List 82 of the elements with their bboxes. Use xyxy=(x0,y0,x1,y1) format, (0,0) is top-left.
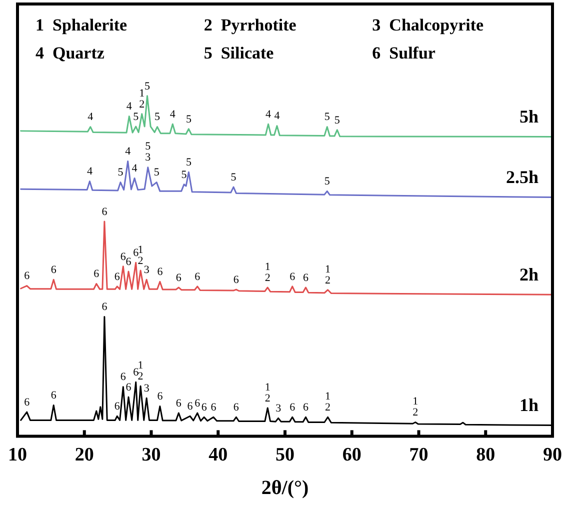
annotation: 6 xyxy=(126,381,132,394)
annotation: 4 xyxy=(132,162,138,175)
annotation: 1 2 xyxy=(138,360,144,383)
annotation: 3 xyxy=(144,382,150,394)
x-tick-label: 70 xyxy=(409,444,428,466)
x-tick-label: 90 xyxy=(543,444,562,466)
annotation: 5 xyxy=(324,111,330,124)
annotation: 6 xyxy=(50,264,57,276)
annotation: 1 2 xyxy=(325,390,331,414)
annotation: 6 xyxy=(120,250,126,263)
annotation: 4 xyxy=(266,108,272,121)
annotation: 4 xyxy=(86,166,93,178)
series-label: 2h xyxy=(519,264,538,284)
annotation: 6 xyxy=(114,400,120,413)
annotation: 6 xyxy=(194,270,201,283)
annotation: 1 2 xyxy=(264,260,270,284)
annotation: 1 2 xyxy=(412,396,418,419)
annotation: 4 xyxy=(126,100,132,113)
annotation: 3 xyxy=(276,402,282,415)
x-axis-title: 2θ/(°) xyxy=(261,477,309,500)
annotation: 6 xyxy=(102,301,108,314)
annotation: 6 xyxy=(194,397,201,410)
annotation: 1 2 xyxy=(138,244,144,267)
annotation: 6 xyxy=(302,272,309,284)
x-tick-label: 80 xyxy=(476,444,496,466)
annotation: 6 xyxy=(94,268,100,280)
series-label: 2.5h xyxy=(506,166,538,187)
annotation: 5 xyxy=(118,166,124,179)
annotation: 6 xyxy=(157,390,164,403)
annotation: 6 xyxy=(157,266,164,278)
x-tick-label: 60 xyxy=(342,444,362,466)
annotation: 6 xyxy=(290,270,296,283)
annotation: 6 xyxy=(302,402,309,414)
annotation: 1 2 xyxy=(325,263,331,286)
x-tick-label: 30 xyxy=(142,444,161,466)
series-label: 1h xyxy=(519,394,538,415)
x-tick-label: 50 xyxy=(276,444,294,466)
annotation: 6 xyxy=(233,402,240,414)
annotation: 6 xyxy=(133,247,140,260)
annotation: 6 xyxy=(133,366,140,378)
annotation: 5 xyxy=(144,80,150,92)
annotation: 6 xyxy=(24,396,30,408)
annotation: 5 xyxy=(230,171,237,184)
annotation: 6 xyxy=(290,402,296,414)
annotation: 5 xyxy=(133,110,140,123)
annotation: 6 xyxy=(187,400,194,413)
annotation: 6 xyxy=(50,390,57,402)
annotation: 6 xyxy=(201,402,208,414)
annotation: 5 xyxy=(154,166,160,179)
annotation: 5 3 xyxy=(145,140,152,164)
annotation: 4 xyxy=(170,108,176,121)
text: 5 Silicate xyxy=(204,43,274,62)
annotation: 3 xyxy=(144,264,150,276)
annotation: 6 xyxy=(120,371,126,384)
annotation: 6 xyxy=(102,206,108,218)
annotation: 6 xyxy=(210,402,217,414)
annotation: 6 xyxy=(24,270,30,282)
text: 3 Chalcopyrite xyxy=(372,15,484,34)
annotation: 4 xyxy=(125,146,132,158)
annotation: 6 xyxy=(114,270,120,283)
annotation: 6 xyxy=(176,397,182,410)
series-label: 5h xyxy=(519,106,538,126)
annotation: 6 xyxy=(126,256,132,268)
annotation: 4 xyxy=(88,111,94,124)
text: 1 Sphalerite xyxy=(36,15,128,34)
x-tick-label: 10 xyxy=(8,444,27,466)
text: 4 Quartz xyxy=(36,43,105,62)
annotation: 6 xyxy=(233,274,240,286)
annotation: 5 xyxy=(334,114,340,126)
annotation: 5 xyxy=(186,156,192,169)
annotation: 1 2 xyxy=(264,381,270,404)
text: 6 Sulfur xyxy=(372,43,436,62)
annotation: 5 xyxy=(181,168,188,181)
annotation: 4 xyxy=(274,110,280,122)
annotation: 5 xyxy=(324,176,330,188)
x-tick-label: 20 xyxy=(74,444,94,466)
annotation: 5 xyxy=(186,113,192,126)
x-tick-label: 40 xyxy=(208,444,228,466)
text: 2 Pyrrhotite xyxy=(204,15,297,34)
annotation: 1 2 xyxy=(139,87,145,110)
annotation: 6 xyxy=(176,272,182,284)
annotation: 5 xyxy=(154,111,161,124)
